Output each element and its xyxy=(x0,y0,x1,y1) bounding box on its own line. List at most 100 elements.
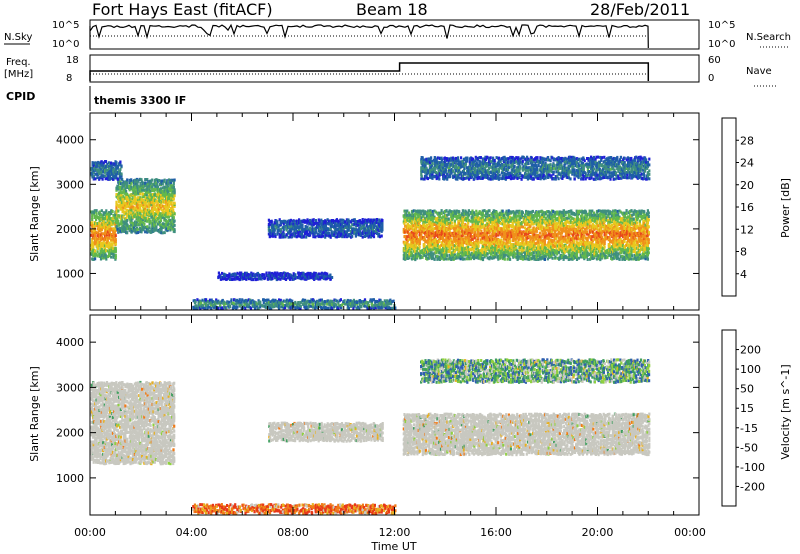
scatter-cell xyxy=(126,201,129,205)
scatter-cell xyxy=(443,230,446,234)
scatter-cell xyxy=(272,225,275,229)
scatter-cell xyxy=(240,271,243,275)
scatter-cell xyxy=(114,212,117,216)
scatter-cell xyxy=(171,178,174,182)
scatter-cell xyxy=(359,227,362,231)
scatter-cell xyxy=(409,213,412,217)
scatter-cell xyxy=(126,178,129,182)
scatter-cell xyxy=(91,166,94,170)
scatter-cell xyxy=(136,220,139,224)
scatter-cell xyxy=(298,218,301,222)
scatter-cell xyxy=(278,232,281,236)
scatter-cell xyxy=(434,220,437,224)
scatter-cell xyxy=(160,227,163,231)
scatter-cell xyxy=(481,240,484,244)
scatter-cell xyxy=(408,256,411,260)
scatter-cell xyxy=(451,221,454,225)
scatter-cell xyxy=(323,230,326,234)
scatter-cell xyxy=(160,223,163,227)
scatter-cell xyxy=(299,274,302,278)
scatter-cell xyxy=(173,228,176,232)
scatter-cell xyxy=(170,221,173,225)
scatter-cell xyxy=(110,212,113,215)
freq-panel-frame xyxy=(89,54,700,83)
scatter-cell xyxy=(148,222,151,226)
scatter-cell xyxy=(334,235,337,239)
scatter-cell xyxy=(289,218,292,222)
scatter-cell xyxy=(438,246,442,250)
scatter-cell xyxy=(121,208,124,212)
scatter-cell xyxy=(266,274,269,277)
scatter-cell xyxy=(420,224,423,228)
scatter-cell xyxy=(144,216,147,220)
scatter-cell xyxy=(419,237,422,241)
scatter-cell xyxy=(159,212,163,216)
scatter-cell xyxy=(159,187,163,191)
scatter-cell xyxy=(373,230,376,234)
scatter-cell xyxy=(172,225,175,229)
scatter-cell xyxy=(117,184,120,188)
scatter-cell xyxy=(535,229,538,233)
scatter-cell xyxy=(463,257,466,261)
scatter-cell xyxy=(150,203,153,207)
scatter-cell xyxy=(115,166,118,170)
scatter-cell xyxy=(99,238,103,242)
scatter-cell xyxy=(365,221,368,225)
scatter-cell xyxy=(136,210,139,214)
scatter-cell xyxy=(551,256,554,260)
scatter-cell xyxy=(359,219,362,223)
scatter-cell xyxy=(93,166,96,170)
scatter-cell xyxy=(248,273,251,277)
scatter-cell xyxy=(120,193,123,197)
scatter-cell xyxy=(98,240,101,244)
scatter-cell xyxy=(137,231,140,234)
scatter-cell xyxy=(404,215,407,219)
scatter-cell xyxy=(326,274,329,278)
scatter-cell xyxy=(430,248,433,252)
scatter-cell xyxy=(264,276,267,280)
scatter-cell xyxy=(309,218,312,222)
scatter-cell xyxy=(112,252,115,256)
scatter-cell xyxy=(410,250,413,254)
scatter-cell xyxy=(91,230,94,234)
scatter-cell xyxy=(129,206,132,210)
scatter-cell xyxy=(221,271,224,275)
scatter-cell xyxy=(364,231,368,235)
scatter-cell xyxy=(130,178,133,182)
scatter-cell xyxy=(126,184,129,188)
scatter-cell xyxy=(438,240,441,243)
scatter-cell xyxy=(112,221,115,225)
scatter-cell xyxy=(409,237,412,241)
scatter-cell xyxy=(418,233,421,237)
scatter-cell xyxy=(427,222,430,226)
scatter-cell xyxy=(277,228,280,232)
scatter-cell xyxy=(157,179,160,182)
scatter-cell xyxy=(98,219,101,223)
scatter-cell xyxy=(378,218,381,222)
scatter-cell xyxy=(483,227,486,231)
scatter-cell xyxy=(317,229,320,232)
scatter-cell xyxy=(276,223,279,226)
scatter-cell xyxy=(311,226,314,230)
scatter-cell xyxy=(328,231,331,235)
scatter-cell xyxy=(154,208,157,212)
scatter-cell xyxy=(165,211,168,215)
scatter-cell xyxy=(99,254,102,258)
scatter-cell xyxy=(314,221,317,225)
scatter-cell xyxy=(362,223,366,227)
scatter-cell xyxy=(160,208,163,212)
scatter-cell xyxy=(432,245,435,249)
scatter-cell xyxy=(125,227,128,231)
scatter-cell xyxy=(268,277,271,281)
scatter-cell xyxy=(149,219,152,223)
scatter-cell xyxy=(237,275,240,279)
scatter-cell xyxy=(360,227,363,230)
scatter-cell xyxy=(543,258,546,261)
scatter-cell xyxy=(121,218,124,222)
scatter-cell xyxy=(412,254,415,258)
scatter-cell xyxy=(422,236,425,239)
scatter-cell xyxy=(245,271,248,275)
scatter-cell xyxy=(477,241,480,245)
scatter-cell xyxy=(282,222,285,226)
scatter-cell xyxy=(130,211,133,215)
